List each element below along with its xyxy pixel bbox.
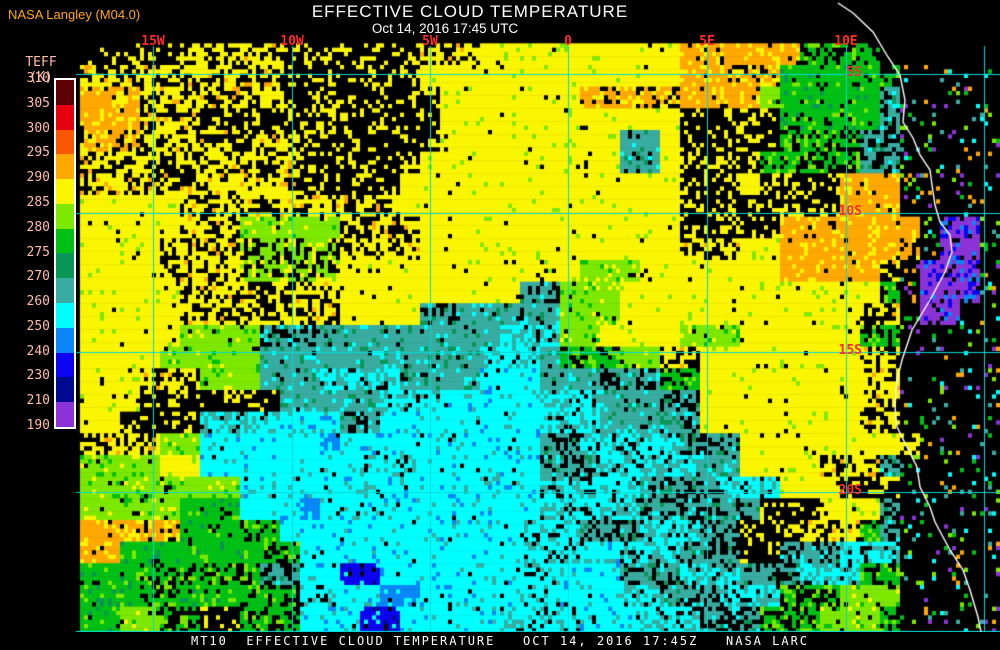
colorbar-segment: [56, 80, 74, 105]
colorbar-segment: [56, 104, 74, 130]
latitude-label-20s: 20S: [838, 483, 862, 498]
colorbar-segment: [56, 253, 74, 279]
longitude-label-5e: 5E: [699, 34, 715, 49]
colorbar-tick-240: 240: [26, 343, 50, 359]
colorbar-segment: [56, 228, 74, 254]
longitude-label-10w: 10W: [280, 34, 304, 49]
colorbar-tick-310: 310: [26, 71, 50, 86]
colorbar-tick-230: 230: [26, 368, 50, 384]
colorbar-tick-250: 250: [26, 318, 50, 334]
colorbar-tick-305: 305: [26, 95, 50, 111]
page-title: EFFECTIVE CLOUD TEMPERATURE: [311, 2, 629, 21]
colorbar-tick-285: 285: [26, 194, 50, 210]
latitude-label-15s: 15S: [838, 343, 862, 358]
colorbar-segment: [56, 154, 74, 180]
colorbar-tick-290: 290: [26, 170, 50, 186]
colorbar-tick-260: 260: [26, 294, 50, 310]
colorbar-segment: [56, 203, 74, 229]
colorbar-segment: [56, 402, 74, 427]
longitude-label-10e: 10E: [834, 34, 858, 49]
colorbar-tick-270: 270: [26, 269, 50, 285]
colorbar-tick-295: 295: [26, 145, 50, 161]
latitude-label-10s: 10S: [838, 204, 862, 219]
colorbar-segment: [56, 303, 74, 328]
colorbar-segment: [56, 327, 74, 353]
colorbar: [54, 78, 76, 429]
colorbar-segment: [56, 129, 74, 155]
longitude-label-5w: 5W: [422, 34, 438, 49]
longitude-label-0: 0: [564, 34, 572, 49]
timestamp-subtitle: Oct 14, 2016 17:45 UTC: [371, 21, 519, 36]
colorbar-tick-275: 275: [26, 244, 50, 260]
footer-bar: MT10 EFFECTIVE CLOUD TEMPERATURE OCT 14,…: [0, 632, 1000, 650]
colorbar-segment: [56, 179, 74, 204]
nasa-langley-credit: NASA Langley (M04.0): [8, 7, 141, 22]
latitude-label-5s: 5S: [846, 65, 862, 80]
colorbar-tick-280: 280: [26, 219, 50, 235]
colorbar-segment: [56, 278, 74, 304]
colorbar-units-label: TEFF (K): [25, 55, 57, 85]
colorbar-tick-210: 210: [26, 393, 50, 409]
colorbar-segment: [56, 352, 74, 378]
colorbar-tick-190: 190: [26, 418, 50, 433]
longitude-label-15w: 15W: [141, 34, 165, 49]
footer-text: MT10 EFFECTIVE CLOUD TEMPERATURE OCT 14,…: [190, 634, 810, 648]
colorbar-segment: [56, 377, 74, 403]
colorbar-tick-300: 300: [26, 120, 50, 136]
